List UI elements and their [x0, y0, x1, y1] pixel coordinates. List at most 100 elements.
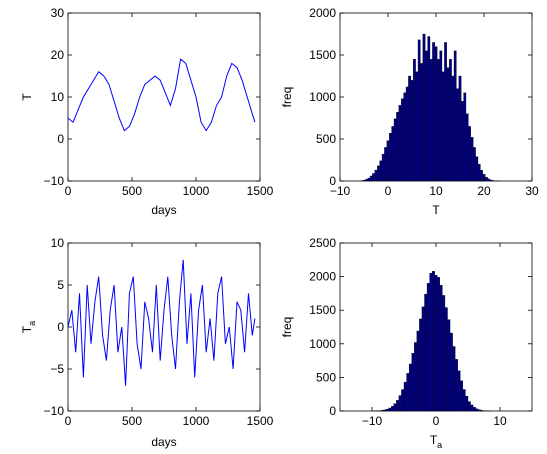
histogram-bar [401, 389, 405, 412]
histogram-bar [393, 403, 397, 412]
histogram-bar [367, 177, 371, 182]
histogram-bar [432, 271, 435, 412]
histogram-bar [369, 175, 373, 182]
y-axis-label-main: T [20, 325, 34, 333]
y-axis-label: freq [280, 317, 294, 338]
plot-area [67, 58, 256, 132]
histogram-bar [480, 410, 484, 412]
histogram-bar [437, 277, 440, 412]
histogram-bar [470, 137, 474, 182]
histogram-bar [487, 178, 491, 182]
histogram-bar [449, 332, 453, 412]
y-tick-label: 2500 [309, 236, 336, 250]
histogram-bar [468, 126, 471, 182]
histogram-bar [420, 63, 423, 182]
y-axis-label-subscript: a [27, 321, 37, 326]
y-tick-label: 0 [57, 132, 64, 146]
histogram-bar [446, 67, 450, 182]
x-axis-label-subscript: a [437, 440, 442, 450]
y-tick-label: 1500 [309, 303, 336, 317]
x-tick-label: −10 [330, 184, 351, 198]
histogram-bar [465, 113, 469, 182]
histogram-bar [403, 92, 407, 182]
histogram-bar [413, 59, 416, 182]
histogram-bar [472, 407, 476, 412]
plot-area [67, 259, 256, 386]
x-tick-label: 0 [65, 184, 72, 198]
y-tick-label: 0 [329, 404, 336, 418]
histogram-bar [439, 285, 443, 412]
temperature-anomaly-histogram-panel: −10 0 10 0 500 1000 1500 2000 2500 Ta freq [280, 236, 533, 450]
x-tick-label: 1500 [247, 184, 274, 198]
y-tick-label: 0 [57, 320, 64, 334]
x-tick-label: 10 [429, 184, 443, 198]
histogram-bar [401, 98, 404, 182]
histogram-bar [408, 363, 412, 412]
histogram-bar [383, 409, 387, 412]
y-tick-label: 30 [51, 6, 65, 20]
histogram-bar [417, 39, 421, 182]
histogram-bar [416, 330, 420, 412]
histogram-bar [419, 318, 423, 412]
histogram-bar [429, 59, 433, 182]
histogram-bar [477, 164, 481, 182]
histogram-bar [465, 396, 469, 412]
histogram-bar [447, 319, 451, 412]
x-tick-label: 1000 [183, 414, 210, 428]
histogram-bar [492, 180, 495, 182]
y-tick-label: −10 [44, 404, 65, 418]
x-tick-label: 0 [65, 414, 72, 428]
histogram-bar [442, 295, 446, 412]
histogram-bar [475, 408, 479, 412]
histogram-bar [426, 283, 430, 412]
histogram-bar [389, 132, 392, 182]
x-axis-ticks: −10 0 10 [362, 243, 507, 428]
y-tick-label: 1000 [309, 90, 336, 104]
histogram-bar [425, 50, 428, 182]
y-tick-label: −10 [44, 174, 65, 188]
histogram-bar [379, 160, 383, 182]
series-line [67, 259, 256, 386]
y-tick-label: 2000 [309, 6, 336, 20]
y-tick-label: 5 [57, 278, 64, 292]
histogram-bar [406, 373, 410, 412]
y-axis-ticks: 0 500 1000 1500 2000 2500 [309, 236, 532, 418]
y-tick-label: 2000 [309, 270, 336, 284]
histogram-bar [408, 75, 411, 182]
histogram-bar [380, 410, 384, 412]
x-tick-label: 500 [122, 414, 142, 428]
axes-frame [67, 12, 261, 182]
x-axis-label-main: T [430, 433, 438, 447]
x-tick-label: 10 [493, 414, 507, 428]
histogram-bar [414, 342, 417, 412]
histogram-bar [421, 306, 425, 412]
plot-area [373, 271, 492, 412]
histogram-bar [384, 147, 387, 182]
y-axis-label-main: T [20, 93, 34, 101]
x-axis-ticks: 0 500 1000 1500 [65, 243, 274, 428]
y-tick-label: 1500 [309, 48, 336, 62]
x-tick-label: −10 [362, 414, 383, 428]
x-tick-label: 0 [433, 414, 440, 428]
histogram-bar [398, 105, 402, 182]
histogram-bar [434, 275, 438, 412]
histogram-bar [458, 75, 462, 182]
histogram-bar [388, 407, 392, 412]
histogram-bar [410, 80, 414, 182]
histogram-bar [429, 273, 433, 412]
histogram-bar [434, 46, 438, 182]
histogram-bar [439, 50, 443, 182]
histogram-bar [405, 86, 409, 182]
y-tick-label: 0 [329, 174, 336, 188]
histogram-bar [453, 50, 457, 182]
histogram-bar [411, 353, 415, 412]
y-tick-label: 10 [51, 236, 65, 250]
y-tick-label: 1000 [309, 337, 336, 351]
histogram-bar [385, 408, 389, 412]
x-axis-label: days [151, 203, 176, 217]
histogram-bar [444, 307, 448, 412]
y-axis-ticks: −10 0 10 20 30 [44, 6, 260, 188]
